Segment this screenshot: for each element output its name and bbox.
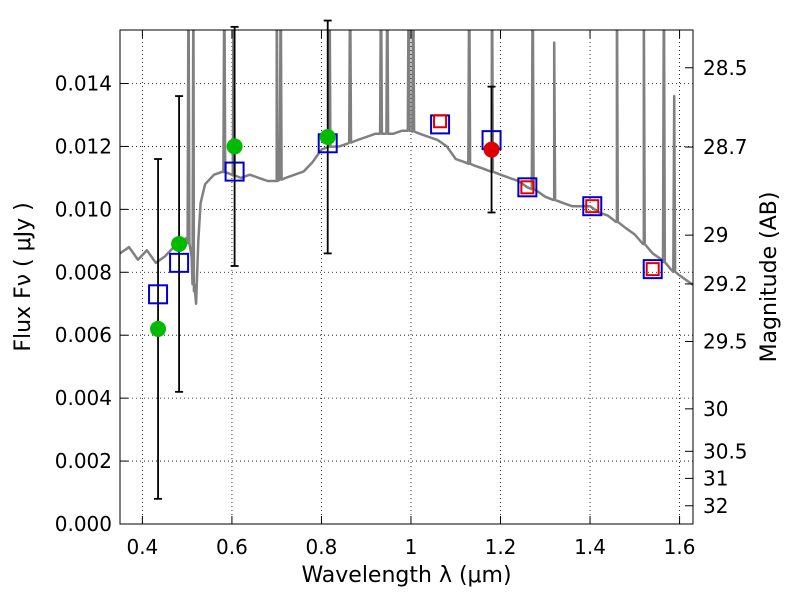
y2-axis-ticks: 28.5 28.7 29 29.2 29.5 30 30.5 31 32 <box>685 56 748 518</box>
y2-tick-label: 28.5 <box>703 56 748 80</box>
y-tick-label: 0.010 <box>55 197 112 221</box>
y-tick-label: 0.002 <box>55 449 112 473</box>
data-point-square-blue <box>148 284 169 305</box>
data-point-square-red <box>585 199 600 214</box>
x-axis-ticks: 0.4 0.6 0.8 1 1.2 1.4 1.6 <box>126 30 695 559</box>
data-point-square-red <box>520 180 535 195</box>
data-point-square-red <box>433 114 448 129</box>
data-point-square-blue <box>224 161 245 182</box>
error-bars <box>154 19 496 500</box>
x-tick-label: 1 <box>405 535 418 559</box>
y2-tick-label: 29.2 <box>703 272 748 296</box>
y-tick-label: 0.008 <box>55 260 112 284</box>
y-tick-label: 0.012 <box>55 134 112 158</box>
y2-tick-label: 32 <box>703 494 728 518</box>
data-point-circle <box>171 235 188 252</box>
data-point-square-blue <box>517 177 538 198</box>
x-axis-label: Wavelength λ (μm) <box>301 563 511 588</box>
data-point-square-blue <box>169 252 190 273</box>
y-axis-ticks: 0.000 0.002 0.004 0.006 0.008 0.010 0.012 0.014 <box>55 71 128 536</box>
y2-tick-label: 28.7 <box>703 135 748 159</box>
y2-tick-label: 29 <box>703 223 728 247</box>
y2-tick-label: 30.5 <box>703 439 748 463</box>
y-axis-label: Flux Fν ( μJy ) <box>11 202 36 351</box>
data-point-circle <box>150 320 167 337</box>
y-tick-label: 0.004 <box>55 386 112 410</box>
y2-tick-label: 31 <box>703 466 728 490</box>
data-points <box>148 114 663 337</box>
y-tick-label: 0.000 <box>55 512 112 536</box>
x-tick-label: 1.6 <box>664 535 696 559</box>
spectrum-line <box>120 30 693 305</box>
model-spectrum <box>120 30 693 305</box>
y-tick-label: 0.006 <box>55 323 112 347</box>
x-tick-label: 1.2 <box>485 535 517 559</box>
data-point-circle <box>483 141 500 158</box>
y2-tick-label: 29.5 <box>703 330 748 354</box>
x-tick-label: 0.8 <box>306 535 338 559</box>
data-point-circle <box>226 138 243 155</box>
data-point-square-blue <box>642 259 663 280</box>
grid <box>120 30 693 525</box>
y2-axis-label: Magnitude (AB) <box>757 192 782 363</box>
x-tick-label: 1.4 <box>574 535 606 559</box>
plot-frame <box>119 29 694 525</box>
y2-tick-label: 30 <box>703 397 728 421</box>
y-tick-label: 0.014 <box>55 71 112 95</box>
data-point-square-red <box>645 262 660 277</box>
data-point-circle <box>319 128 336 145</box>
x-tick-label: 0.6 <box>216 535 248 559</box>
x-tick-label: 0.4 <box>126 535 158 559</box>
data-point-square-blue <box>582 196 603 217</box>
